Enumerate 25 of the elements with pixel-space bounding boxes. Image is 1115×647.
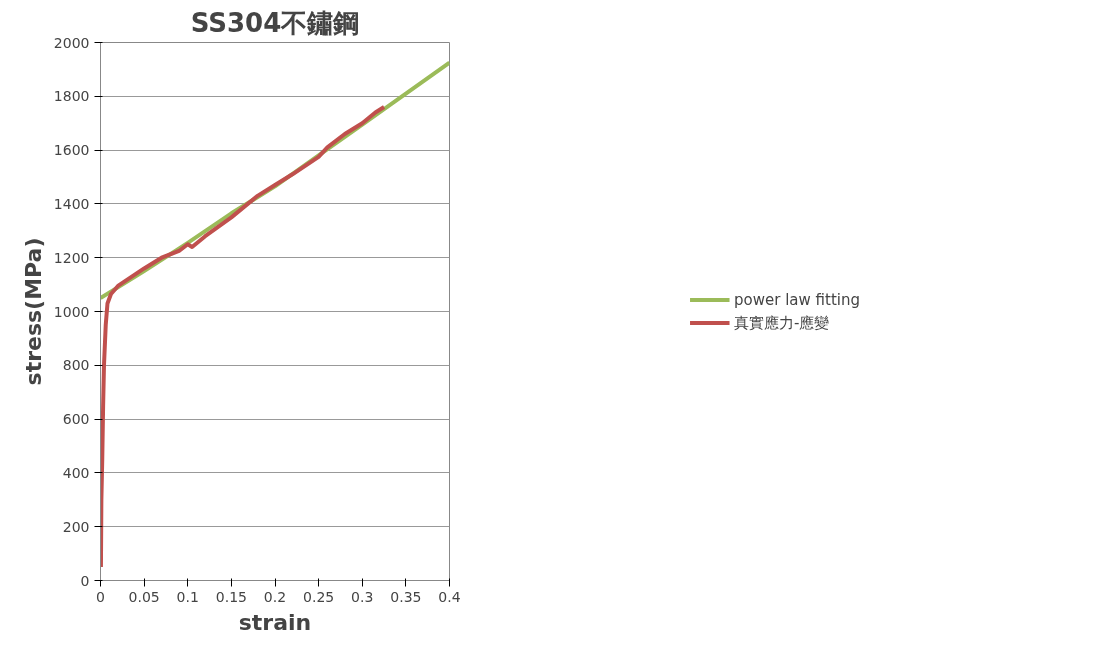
x-tick-label: 0.2 <box>263 588 287 605</box>
x-axis-title: strain <box>238 609 312 635</box>
x-tick-label: 0.1 <box>176 588 199 605</box>
y-tick-label: 1600 <box>53 142 90 159</box>
y-tick-label: 1400 <box>53 195 90 212</box>
x-tick-label: 0.25 <box>303 588 335 605</box>
x-tick-label: 0 <box>96 588 105 605</box>
chart-title: SS304不鏽鋼 <box>190 7 360 38</box>
y-axis-title: stress(MPa) <box>20 237 46 386</box>
y-tick-label: 0 <box>80 572 90 589</box>
x-tick-label: 0.35 <box>390 588 422 605</box>
y-tick-label: 400 <box>62 464 90 481</box>
x-tick-label: 0.15 <box>215 588 247 605</box>
y-tick-label: 200 <box>62 518 90 535</box>
x-tick-label: 0.05 <box>128 588 160 605</box>
x-tick-label: 0.3 <box>351 588 374 605</box>
x-tick-label: 0.4 <box>438 588 461 605</box>
y-tick-label: 800 <box>62 357 90 374</box>
y-tick-label: 1800 <box>53 88 90 105</box>
y-tick-label: 2000 <box>53 34 90 51</box>
y-tick-label: 1000 <box>53 303 90 320</box>
legend-label: 真實應力-應變 <box>734 313 830 332</box>
y-tick-label: 1200 <box>53 249 90 266</box>
legend-label: power law fitting <box>734 290 860 309</box>
y-tick-label: 600 <box>62 411 90 428</box>
